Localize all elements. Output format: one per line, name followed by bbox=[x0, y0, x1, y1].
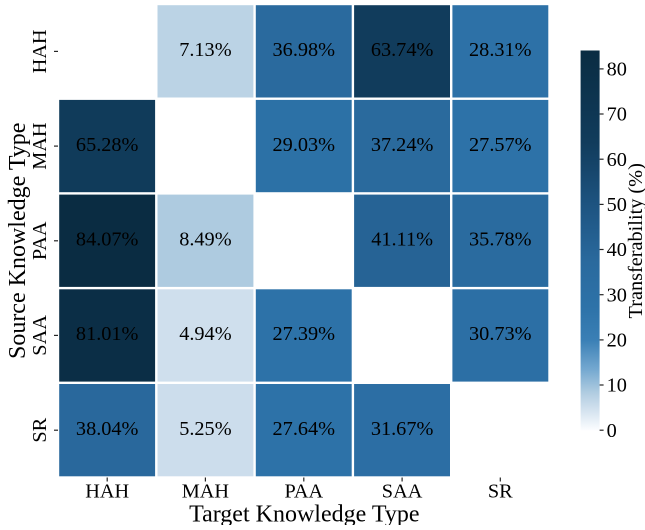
svg-text:36.98%: 36.98% bbox=[273, 39, 336, 61]
svg-text:HAH: HAH bbox=[29, 29, 51, 73]
svg-text:41.11%: 41.11% bbox=[371, 229, 433, 251]
svg-text:Source Knowledge Type: Source Knowledge Type bbox=[5, 123, 31, 359]
svg-text:27.64%: 27.64% bbox=[273, 418, 336, 440]
svg-text:28.31%: 28.31% bbox=[469, 39, 532, 61]
svg-text:30.73%: 30.73% bbox=[469, 323, 532, 345]
svg-text:PAA: PAA bbox=[284, 480, 323, 502]
svg-text:MAH: MAH bbox=[29, 122, 51, 170]
svg-text:20: 20 bbox=[607, 330, 627, 352]
svg-text:63.74%: 63.74% bbox=[371, 39, 434, 61]
svg-text:SAA: SAA bbox=[382, 480, 423, 502]
svg-text:7.13%: 7.13% bbox=[179, 39, 231, 61]
svg-text:65.28%: 65.28% bbox=[76, 134, 139, 156]
svg-text:PAA: PAA bbox=[29, 221, 51, 260]
svg-text:SR: SR bbox=[29, 417, 51, 442]
svg-text:10: 10 bbox=[607, 375, 627, 397]
svg-text:50: 50 bbox=[607, 194, 627, 216]
svg-text:5.25%: 5.25% bbox=[179, 418, 231, 440]
svg-text:27.57%: 27.57% bbox=[469, 134, 532, 156]
svg-text:70: 70 bbox=[607, 104, 627, 126]
svg-text:29.03%: 29.03% bbox=[273, 134, 336, 156]
svg-text:Transferability (%): Transferability (%) bbox=[625, 163, 645, 318]
svg-text:60: 60 bbox=[607, 149, 627, 171]
svg-text:81.01%: 81.01% bbox=[76, 323, 139, 345]
svg-text:Target Knowledge Type: Target Knowledge Type bbox=[189, 502, 419, 526]
svg-text:31.67%: 31.67% bbox=[371, 418, 434, 440]
svg-text:SAA: SAA bbox=[29, 315, 51, 356]
svg-text:27.39%: 27.39% bbox=[273, 323, 336, 345]
svg-text:38.04%: 38.04% bbox=[76, 418, 139, 440]
svg-text:37.24%: 37.24% bbox=[371, 134, 434, 156]
svg-text:35.78%: 35.78% bbox=[469, 229, 532, 251]
svg-text:HAH: HAH bbox=[85, 480, 129, 502]
svg-text:0: 0 bbox=[607, 420, 617, 442]
svg-text:MAH: MAH bbox=[182, 480, 230, 502]
svg-text:30: 30 bbox=[607, 284, 627, 306]
svg-text:84.07%: 84.07% bbox=[76, 229, 139, 251]
svg-text:SR: SR bbox=[488, 480, 513, 502]
svg-text:80: 80 bbox=[607, 59, 627, 81]
svg-text:40: 40 bbox=[607, 239, 627, 261]
svg-text:8.49%: 8.49% bbox=[179, 229, 231, 251]
svg-text:4.94%: 4.94% bbox=[179, 323, 231, 345]
